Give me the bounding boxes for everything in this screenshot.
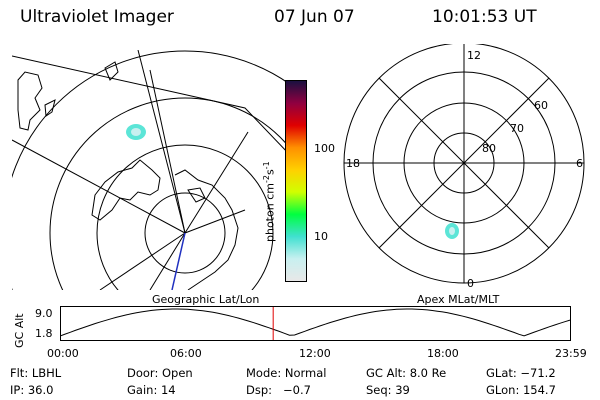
geographic-map [12, 50, 290, 290]
polar-plot: 12 0 18 6 60 70 80 [343, 44, 585, 290]
time-tick-2359: 23:59 [555, 347, 587, 360]
lat-circle [49, 97, 290, 290]
coastline [174, 169, 239, 290]
ip-info: IP: 36.0 [10, 383, 54, 397]
colorbar-tick-10: 10 [314, 230, 328, 243]
mlt-label-18: 18 [346, 157, 360, 170]
aurora-core [449, 227, 455, 235]
colorbar-tick-100: 100 [314, 142, 335, 155]
altitude-ytick-9: 9.0 [35, 307, 53, 320]
gain-info: Gain: 14 [127, 383, 176, 397]
gc-alt-info: GC Alt: 8.0 Re [366, 366, 447, 380]
unit-s: s [263, 169, 277, 176]
mlt-label-6: 6 [576, 157, 583, 170]
mlat-label-80: 80 [482, 142, 496, 155]
coastline [104, 61, 119, 81]
coastline [91, 159, 161, 221]
time-tick-1800: 18:00 [427, 347, 459, 360]
coastline [44, 99, 56, 117]
meridian-line [184, 209, 246, 234]
colorbar-unit-label: photon cm-2s-1 [262, 161, 277, 242]
time-tick-0600: 06:00 [170, 347, 202, 360]
mlt-label-12: 12 [467, 49, 481, 62]
altitude-plot-frame [60, 306, 571, 341]
mlat-label-70: 70 [510, 122, 524, 135]
lat-circle [144, 192, 226, 274]
time-label: 10:01:53 UT [432, 7, 537, 27]
aurora-core [131, 128, 141, 136]
unit-sup-2: -1 [262, 161, 271, 170]
app-title: Ultraviolet Imager [20, 7, 174, 27]
coastline [187, 187, 206, 203]
time-tick-0000: 00:00 [47, 347, 79, 360]
dsp-info: Dsp: −0.7 [246, 383, 311, 397]
color-scale-bar [285, 80, 307, 282]
altitude-curve [60, 308, 571, 337]
right-map-label: Apex MLat/MLT [417, 293, 500, 306]
mlat-label-60: 60 [534, 99, 548, 112]
meridian-line [137, 50, 186, 234]
diagonal-line [378, 77, 550, 249]
time-tick-1200: 12:00 [299, 347, 331, 360]
nadir-track [171, 232, 186, 290]
seq-info: Seq: 39 [366, 383, 410, 397]
mode-info: Mode: Normal [246, 366, 327, 380]
meridian-line [99, 232, 186, 290]
date-label: 07 Jun 07 [274, 7, 355, 27]
left-map-label: Geographic Lat/Lon [152, 293, 260, 306]
meridian-line [184, 131, 249, 234]
altitude-axis-label: GC Alt [13, 313, 26, 348]
mlt-label-0: 0 [467, 277, 474, 290]
fov-boundary [12, 55, 290, 156]
lat-circle [96, 144, 274, 290]
lat-circle [12, 50, 290, 290]
glon-info: GLon: 154.7 [486, 383, 556, 397]
unit-sup-1: -2 [262, 175, 271, 184]
meridian-line [149, 232, 186, 290]
filter-info: Flt: LBHL [10, 366, 62, 380]
altitude-ytick-1-8: 1.8 [35, 327, 53, 340]
coastline [17, 71, 43, 131]
meridian-line [149, 69, 186, 234]
door-info: Door: Open [127, 366, 193, 380]
meridian-line [12, 139, 186, 234]
altitude-plot [60, 306, 571, 341]
glat-info: GLat: −71.2 [486, 366, 556, 380]
unit-text: photon cm [263, 183, 277, 242]
